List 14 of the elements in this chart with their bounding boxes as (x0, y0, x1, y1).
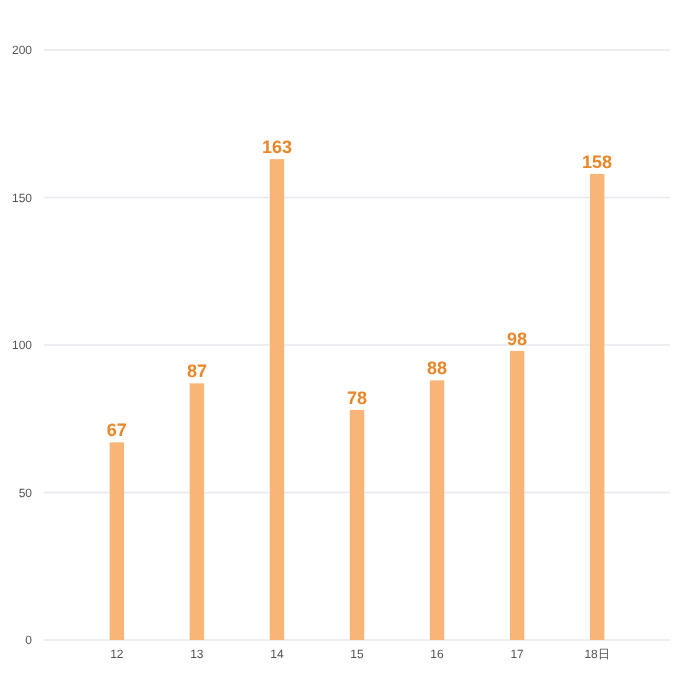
data-label: 98 (507, 328, 528, 349)
data-label: 88 (427, 358, 448, 379)
data-label: 67 (106, 420, 127, 441)
bar (269, 159, 285, 640)
bar (189, 383, 205, 640)
data-label: 158 (582, 151, 613, 172)
bar (509, 350, 525, 640)
data-label: 163 (261, 137, 292, 158)
bar (349, 409, 365, 640)
data-label: 87 (186, 361, 207, 382)
data-label: 78 (346, 387, 368, 408)
bar (589, 173, 605, 640)
bar (109, 442, 125, 640)
bar (429, 380, 445, 640)
